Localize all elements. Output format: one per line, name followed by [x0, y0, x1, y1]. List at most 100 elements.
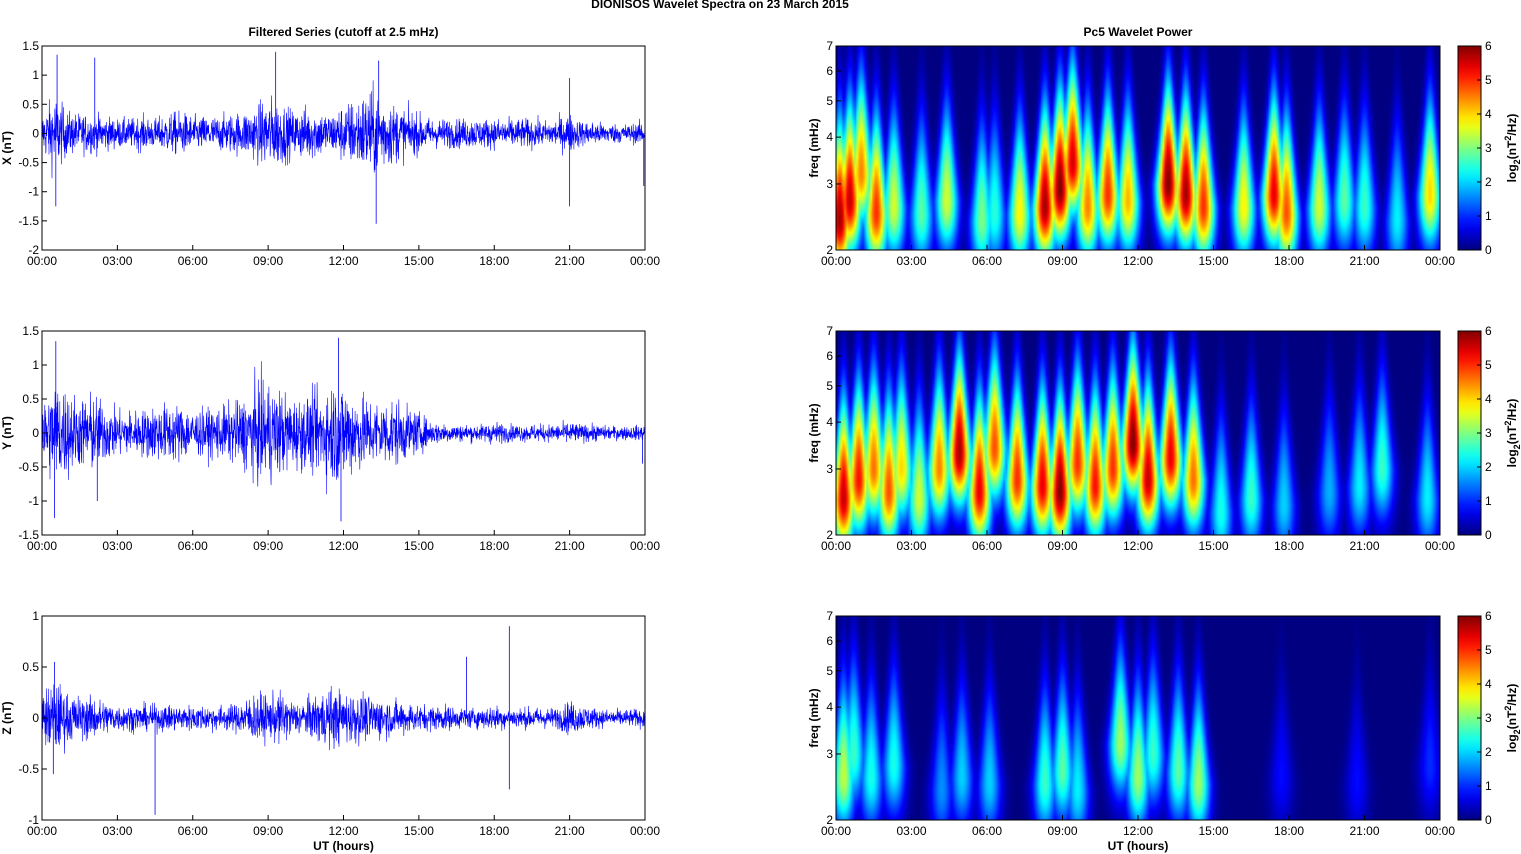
- y-tick-label: 1: [32, 68, 39, 82]
- colorbar-tick-label: 4: [1485, 392, 1492, 406]
- colorbar: 0 1 2 3 4 5 6 log2(nT2/Hz): [1457, 39, 1521, 257]
- y-tick-label: 0: [32, 426, 39, 440]
- y-tick-label: 1: [32, 609, 39, 623]
- x-tick-label: 09:00: [253, 539, 283, 553]
- x-tick-label: 12:00: [1123, 254, 1153, 268]
- x-tick-label: 12:00: [328, 254, 358, 268]
- colorbar: 0 1 2 3 4 5 6 log2(nT2/Hz): [1457, 324, 1521, 542]
- x-tick-label: 00:00: [1425, 254, 1455, 268]
- x-tick-label: 12:00: [328, 824, 358, 838]
- x-tick-label: 03:00: [896, 539, 926, 553]
- y-tick-label: 0: [32, 126, 39, 140]
- x-tick-label: 09:00: [253, 254, 283, 268]
- y-tick-label: 5: [826, 379, 833, 393]
- x-tick-label: 12:00: [1123, 824, 1153, 838]
- x-tick-label: 18:00: [1274, 254, 1304, 268]
- x-tick-label: 03:00: [896, 254, 926, 268]
- colorbar-tick-label: 3: [1485, 711, 1492, 725]
- y-axis-label: freq (mHz): [807, 688, 821, 747]
- x-tick-label: 15:00: [404, 824, 434, 838]
- y-axis-label: freq (mHz): [807, 403, 821, 462]
- y-tick-label: 7: [826, 609, 833, 623]
- chart-z-series: -1 -0.5 0 0.5 1 00:00 03:00 06:00 09:00 12:00 15:0…: [0, 609, 660, 853]
- x-tick-label: 03:00: [102, 824, 132, 838]
- x-tick-label: 00:00: [821, 539, 851, 553]
- colorbar-tick-label: 5: [1485, 73, 1492, 87]
- colorbar-label: log2(nT2/Hz): [1503, 684, 1521, 753]
- x-tick-label: 15:00: [404, 539, 434, 553]
- x-tick-label: 18:00: [479, 254, 509, 268]
- colorbar-tick-label: 1: [1485, 779, 1492, 793]
- y-tick-label: 0.5: [22, 392, 39, 406]
- x-tick-label: 21:00: [1349, 539, 1379, 553]
- x-tick-label: 21:00: [555, 254, 585, 268]
- y-tick-label: 2: [826, 813, 833, 827]
- colorbar-tick-label: 6: [1485, 609, 1492, 623]
- y-axis-label: freq (mHz): [807, 118, 821, 177]
- chart-z-wavelet: 2 3 4 5 6 7 00:00 03:00 06:00 09:00 12:00 15:00 18:0…: [807, 609, 1521, 853]
- y-tick-label: 5: [826, 94, 833, 108]
- y-tick-label: -0.5: [18, 460, 39, 474]
- y-tick-label: 5: [826, 664, 833, 678]
- panel-title: Pc5 Wavelet Power: [1084, 25, 1193, 39]
- panel-title: Filtered Series (cutoff at 2.5 mHz): [248, 25, 438, 39]
- chart-y-wavelet: 2 3 4 5 6 7 00:00 03:00 06:00 09:00 12:00 15:00 18:0…: [807, 324, 1521, 553]
- series-line: [42, 683, 645, 754]
- y-axis-label: Y (nT): [0, 416, 14, 450]
- colorbar-label: log2(nT2/Hz): [1503, 399, 1521, 468]
- x-tick-label: 15:00: [1198, 254, 1228, 268]
- y-tick-label: 4: [826, 415, 833, 429]
- y-tick-label: 1.5: [22, 324, 39, 338]
- x-tick-label: 06:00: [972, 254, 1002, 268]
- colorbar-label: log2(nT2/Hz): [1503, 114, 1521, 183]
- x-tick-label: 06:00: [178, 824, 208, 838]
- x-tick-label: 00:00: [1425, 539, 1455, 553]
- y-tick-label: 2: [826, 528, 833, 542]
- y-tick-label: 7: [826, 324, 833, 338]
- x-tick-label: 00:00: [630, 824, 660, 838]
- chart-x-wavelet: 2 3 4 5 6 7 00:00 03:00 06:00 09:00 12:00 15:00 18:0…: [807, 25, 1521, 268]
- colorbar-tick-label: 1: [1485, 209, 1492, 223]
- y-tick-label: 3: [826, 462, 833, 476]
- x-tick-label: 09:00: [1047, 539, 1077, 553]
- x-tick-label: 21:00: [1349, 824, 1379, 838]
- x-tick-label: 21:00: [555, 539, 585, 553]
- y-tick-label: 4: [826, 700, 833, 714]
- colorbar-tick-label: 6: [1485, 324, 1492, 338]
- colorbar-tick-label: 0: [1485, 813, 1492, 827]
- y-tick-label: 3: [826, 177, 833, 191]
- y-tick-label: -0.5: [18, 762, 39, 776]
- colorbar-tick-label: 2: [1485, 460, 1492, 474]
- chart-x-series: -2 -1.5 -1 -0.5 0 0.5 1 1.5 00:00 03:00 06:00 09:00…: [0, 25, 660, 268]
- x-tick-label: 06:00: [178, 539, 208, 553]
- y-tick-label: 0.5: [22, 660, 39, 674]
- x-tick-label: 18:00: [479, 539, 509, 553]
- wavelet-power-map: [836, 46, 1440, 250]
- x-tick-label: 12:00: [328, 539, 358, 553]
- colorbar-tick-label: 1: [1485, 494, 1492, 508]
- y-tick-label: -1: [28, 494, 39, 508]
- chart-y-series: -1.5 -1 -0.5 0 0.5 1 1.5 00:00 03:00 06:00 09:00 12…: [0, 324, 660, 553]
- y-tick-label: 1: [32, 358, 39, 372]
- x-tick-label: 03:00: [102, 539, 132, 553]
- colorbar-tick-label: 5: [1485, 643, 1492, 657]
- wavelet-power-map: [836, 616, 1440, 820]
- y-tick-label: 2: [826, 243, 833, 257]
- y-tick-label: -1: [28, 813, 39, 827]
- y-tick-label: -1.5: [18, 214, 39, 228]
- y-tick-label: -0.5: [18, 156, 39, 170]
- x-tick-label: 00:00: [630, 539, 660, 553]
- x-axis-label: UT (hours): [313, 839, 374, 853]
- x-tick-label: 00:00: [27, 539, 57, 553]
- series-line: [42, 80, 645, 179]
- colorbar-tick-label: 3: [1485, 141, 1492, 155]
- x-tick-label: 15:00: [404, 254, 434, 268]
- colorbar-tick-label: 2: [1485, 745, 1492, 759]
- y-tick-label: -2: [28, 243, 39, 257]
- wavelet-power-map: [836, 331, 1440, 535]
- x-tick-label: 15:00: [1198, 539, 1228, 553]
- x-tick-label: 06:00: [972, 824, 1002, 838]
- x-tick-label: 15:00: [1198, 824, 1228, 838]
- x-tick-label: 18:00: [1274, 824, 1304, 838]
